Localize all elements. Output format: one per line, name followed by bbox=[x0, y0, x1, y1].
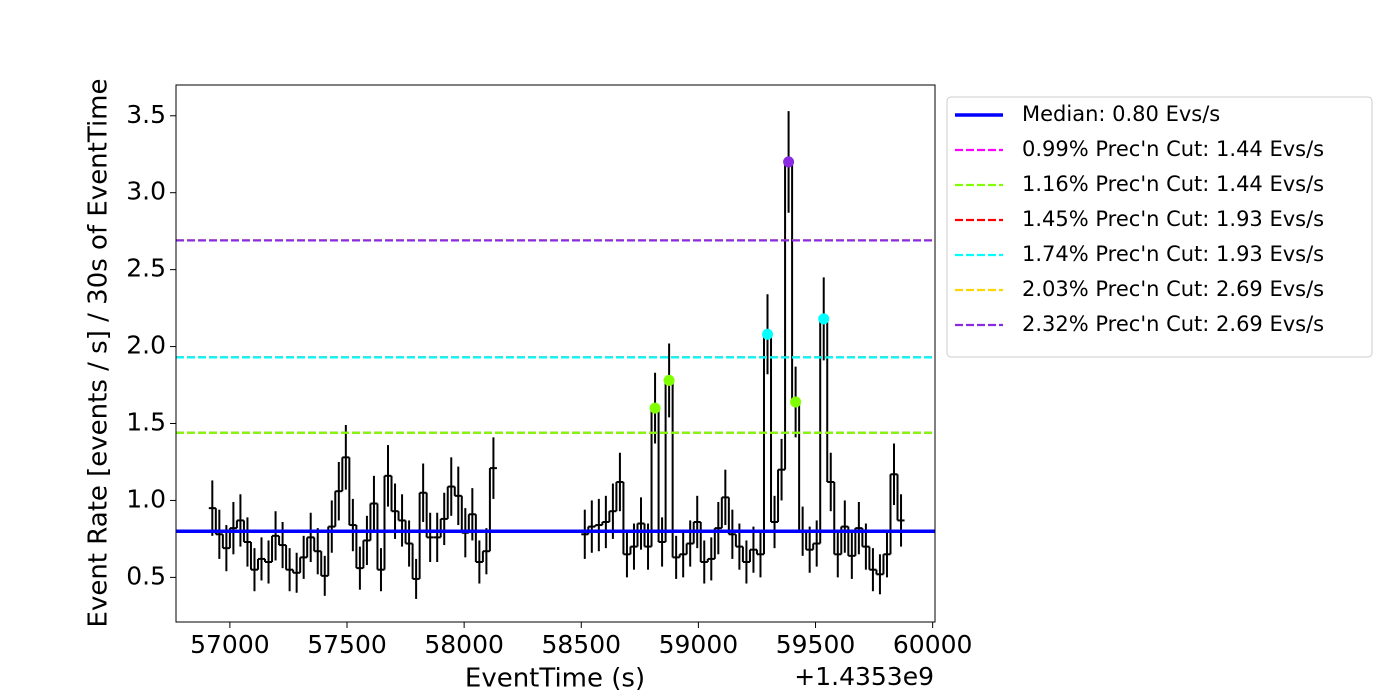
legend-label: 2.32% Prec'n Cut: 2.69 Evs/s bbox=[1022, 312, 1324, 336]
legend-label: 1.16% Prec'n Cut: 1.44 Evs/s bbox=[1022, 172, 1324, 196]
x-tick-label: 59000 bbox=[659, 630, 739, 659]
x-offset-label: +1.4353e9 bbox=[794, 662, 934, 691]
flag-point bbox=[783, 156, 795, 168]
flag-point bbox=[663, 374, 675, 386]
flag-point bbox=[818, 313, 830, 325]
legend-label: 1.74% Prec'n Cut: 1.93 Evs/s bbox=[1022, 242, 1324, 266]
legend-box bbox=[946, 96, 1373, 358]
y-tick-label: 3.5 bbox=[126, 100, 166, 129]
y-tick-label: 0.5 bbox=[126, 561, 166, 590]
legend-label: 2.03% Prec'n Cut: 2.69 Evs/s bbox=[1022, 277, 1324, 301]
flag-point bbox=[649, 402, 661, 414]
y-tick-label: 1.0 bbox=[126, 484, 166, 513]
x-tick-label: 58000 bbox=[424, 630, 504, 659]
x-tick-label: 58500 bbox=[542, 630, 622, 659]
x-tick-label: 59500 bbox=[776, 630, 856, 659]
x-tick-label: 57000 bbox=[190, 630, 270, 659]
legend-label: 0.99% Prec'n Cut: 1.44 Evs/s bbox=[1022, 137, 1324, 161]
legend-label: 1.45% Prec'n Cut: 1.93 Evs/s bbox=[1022, 207, 1324, 231]
y-tick-label: 1.5 bbox=[126, 408, 166, 437]
legend-label: Median: 0.80 Evs/s bbox=[1022, 102, 1220, 126]
y-tick-label: 2.0 bbox=[126, 331, 166, 360]
x-tick-label: 57500 bbox=[307, 630, 387, 659]
x-tick-label: 60000 bbox=[893, 630, 973, 659]
x-axis-label: EventTime (s) bbox=[465, 664, 645, 694]
y-tick-label: 3.0 bbox=[126, 177, 166, 206]
y-tick-label: 2.5 bbox=[126, 254, 166, 283]
flag-point bbox=[762, 328, 774, 340]
flag-point bbox=[790, 396, 802, 408]
y-axis-label: Event Rate [events / s] / 30s of EventTi… bbox=[84, 79, 114, 628]
plot-frame bbox=[175, 84, 936, 623]
